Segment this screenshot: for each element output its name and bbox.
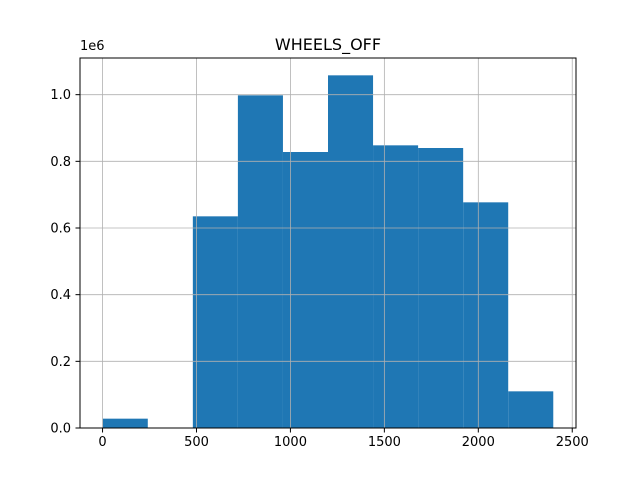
histogram-bar-3 bbox=[192, 216, 238, 428]
histogram-bar-5 bbox=[282, 152, 328, 428]
y-axis-offset-label: 1e6 bbox=[80, 39, 105, 54]
x-tick-label: 2500 bbox=[556, 435, 589, 450]
y-tick-label: 0.2 bbox=[50, 355, 71, 370]
histogram-bar-6 bbox=[328, 75, 374, 428]
histogram-bar-7 bbox=[373, 145, 419, 429]
histogram-bar-9 bbox=[463, 202, 509, 428]
histogram-bar-10 bbox=[508, 391, 554, 428]
axes-frame bbox=[79, 57, 577, 429]
x-tick-label: 500 bbox=[184, 435, 209, 450]
x-tick-label: 2000 bbox=[462, 435, 495, 450]
y-tick-label: 0.6 bbox=[50, 222, 71, 237]
x-tick-label: 0 bbox=[98, 435, 106, 450]
chart-title: WHEELS_OFF bbox=[275, 35, 381, 55]
histogram-bar-4 bbox=[237, 95, 283, 428]
y-tick-label: 0.0 bbox=[50, 422, 71, 437]
bars-layer bbox=[102, 75, 554, 429]
y-tick-label: 0.8 bbox=[50, 155, 71, 170]
x-tick-label: 1000 bbox=[274, 435, 307, 450]
y-tick-label: 1.0 bbox=[50, 88, 71, 103]
histogram-bar-1 bbox=[102, 418, 148, 428]
histogram-bar-8 bbox=[418, 148, 464, 428]
y-tick-label: 0.4 bbox=[50, 288, 71, 303]
x-tick-label: 1500 bbox=[368, 435, 401, 450]
ticks-layer: 0 500 1000 1500 2000 2500 0.0 0.2 0.4 0.6 0.8 1.0 bbox=[50, 88, 588, 450]
